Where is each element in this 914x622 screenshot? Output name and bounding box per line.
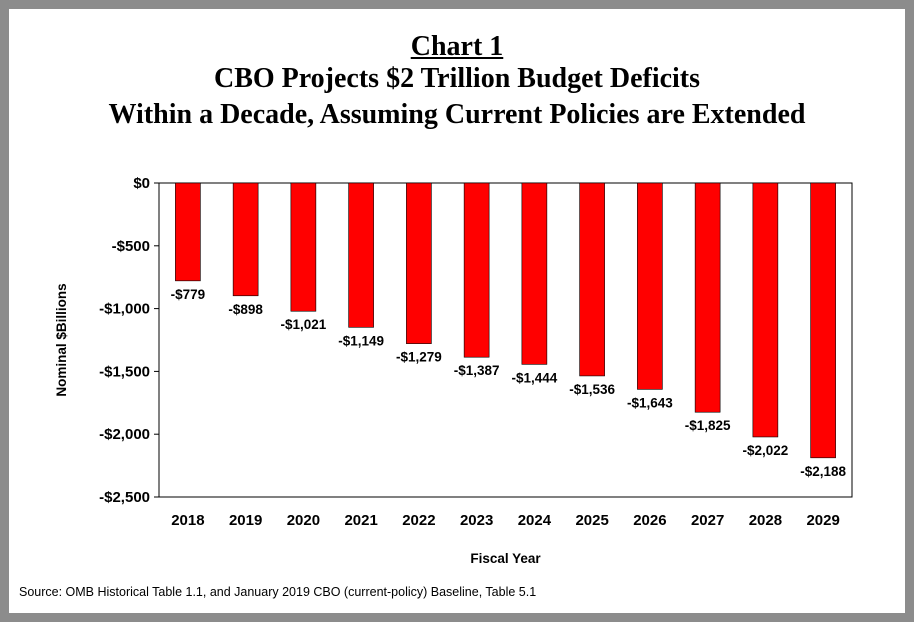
- bar: [290, 182, 317, 312]
- y-tick-label: -$2,000: [99, 426, 150, 443]
- x-tick-label: 2029: [806, 512, 839, 529]
- y-tick-label: -$2,500: [99, 489, 150, 506]
- data-label: -$1,149: [338, 333, 384, 348]
- x-axis-title: Fiscal Year: [470, 551, 541, 566]
- x-tick-label: 2025: [575, 512, 608, 529]
- x-tick-label: 2018: [171, 512, 204, 529]
- chart-title-line-1: CBO Projects $2 Trillion Budget Deficits: [213, 63, 701, 94]
- data-label: -$1,444: [511, 370, 557, 385]
- bar: [406, 182, 432, 344]
- bar-chart: $0 -$500 -$1,000 -$1,500 -$2,000 -$2,500 -$779…: [54, 175, 853, 566]
- bar: [694, 182, 721, 413]
- y-axis-title: Nominal $Billions: [54, 283, 69, 396]
- y-tick-label: -$1,500: [99, 363, 150, 380]
- y-tick-label: $0: [133, 175, 150, 192]
- x-tick-label: 2021: [344, 512, 377, 529]
- data-label: -$1,825: [685, 418, 731, 433]
- bar: [232, 182, 259, 297]
- bar: [637, 182, 663, 390]
- x-tick-label: 2026: [633, 512, 666, 529]
- data-label: -$1,279: [396, 350, 442, 365]
- bar: [175, 182, 201, 282]
- y-tick-label: -$1,000: [99, 301, 150, 318]
- x-tick-label: 2023: [460, 512, 493, 529]
- x-tick-label: 2024: [518, 512, 552, 529]
- x-tick-label: 2020: [287, 512, 320, 529]
- data-label: -$1,021: [280, 317, 326, 332]
- data-label: -$898: [228, 302, 263, 317]
- source-note: Source: OMB Historical Table 1.1, and Ja…: [19, 585, 537, 599]
- bar: [752, 182, 779, 438]
- chart-title-line-2: Within a Decade, Assuming Current Polici…: [108, 99, 806, 130]
- x-tick-label: 2022: [402, 512, 435, 529]
- data-label: -$1,387: [454, 363, 500, 378]
- x-tick-label: 2019: [229, 512, 262, 529]
- bar: [463, 182, 490, 358]
- data-label: -$2,188: [800, 464, 846, 479]
- x-tick-label: 2028: [749, 512, 782, 529]
- chart-title-number: Chart 1: [410, 31, 504, 62]
- data-label: -$2,022: [742, 443, 788, 458]
- x-tick-label: 2027: [691, 512, 724, 529]
- y-tick-label: -$500: [112, 238, 150, 255]
- data-label: -$1,643: [627, 395, 673, 410]
- bar: [579, 182, 605, 377]
- data-label: -$1,536: [569, 382, 615, 397]
- bar: [810, 182, 836, 459]
- data-label: -$779: [171, 287, 206, 302]
- plot-area: [158, 182, 853, 498]
- bar: [348, 182, 374, 328]
- chart-frame: Chart 1 CBO Projects $2 Trillion Budget …: [9, 9, 905, 613]
- bar: [521, 182, 548, 365]
